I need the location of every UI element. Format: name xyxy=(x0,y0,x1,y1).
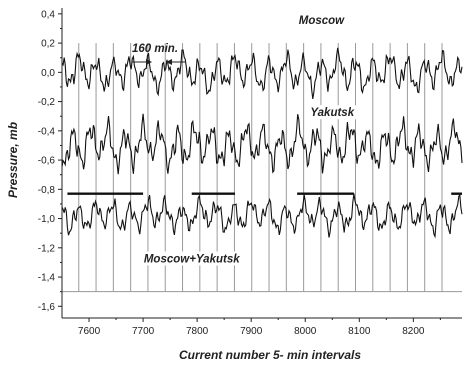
x-tick-label: 7900 xyxy=(240,326,263,337)
y-tick-label: -0,4 xyxy=(38,126,56,137)
annotation-background xyxy=(298,13,345,28)
chart-marks: 0,4 0,2 0,0 -0,2 -0,4 -0,6 -0,8 -1,0 -1,2 -1,4 -1,… xyxy=(38,8,463,337)
series-annotation: Moscow xyxy=(299,15,345,27)
x-tick-label: 7700 xyxy=(132,326,155,337)
y-tick-label: -1,6 xyxy=(38,302,56,313)
series-line-yakutsk xyxy=(61,113,463,175)
period-arrows xyxy=(132,59,186,65)
y-tick-label: -0,8 xyxy=(38,185,56,196)
x-tick-label: 7600 xyxy=(78,326,101,337)
x-tick-label: 7800 xyxy=(186,326,209,337)
y-tick-label: -1,2 xyxy=(38,243,56,254)
period-label: 160 min. xyxy=(132,43,178,55)
x-axis-label: Current number 5- min intervals xyxy=(179,348,361,362)
x-tick-label: 8200 xyxy=(402,326,425,337)
series-line-moscow xyxy=(61,47,463,99)
y-tick-label: 0,4 xyxy=(41,9,55,20)
series-line-moscow-yakutsk xyxy=(61,193,463,239)
series-annotation: Moscow+Yakutsk xyxy=(144,253,240,265)
y-tick-label: -0,2 xyxy=(38,97,56,108)
annotation-background xyxy=(305,105,359,120)
x-tick-label: 8000 xyxy=(294,326,317,337)
y-tick-label: 0,0 xyxy=(41,68,55,79)
x-tick-label: 8100 xyxy=(348,326,371,337)
y-tick-label: 0,2 xyxy=(41,39,55,50)
y-tick-label: -1,0 xyxy=(38,214,56,225)
y-axis-label: Pressure, mb xyxy=(6,122,20,198)
series-annotation: Yakutsk xyxy=(310,107,354,119)
y-tick-label: -0,6 xyxy=(38,156,56,167)
annotation-background xyxy=(138,251,245,266)
y-tick-label: -1,4 xyxy=(38,273,56,284)
